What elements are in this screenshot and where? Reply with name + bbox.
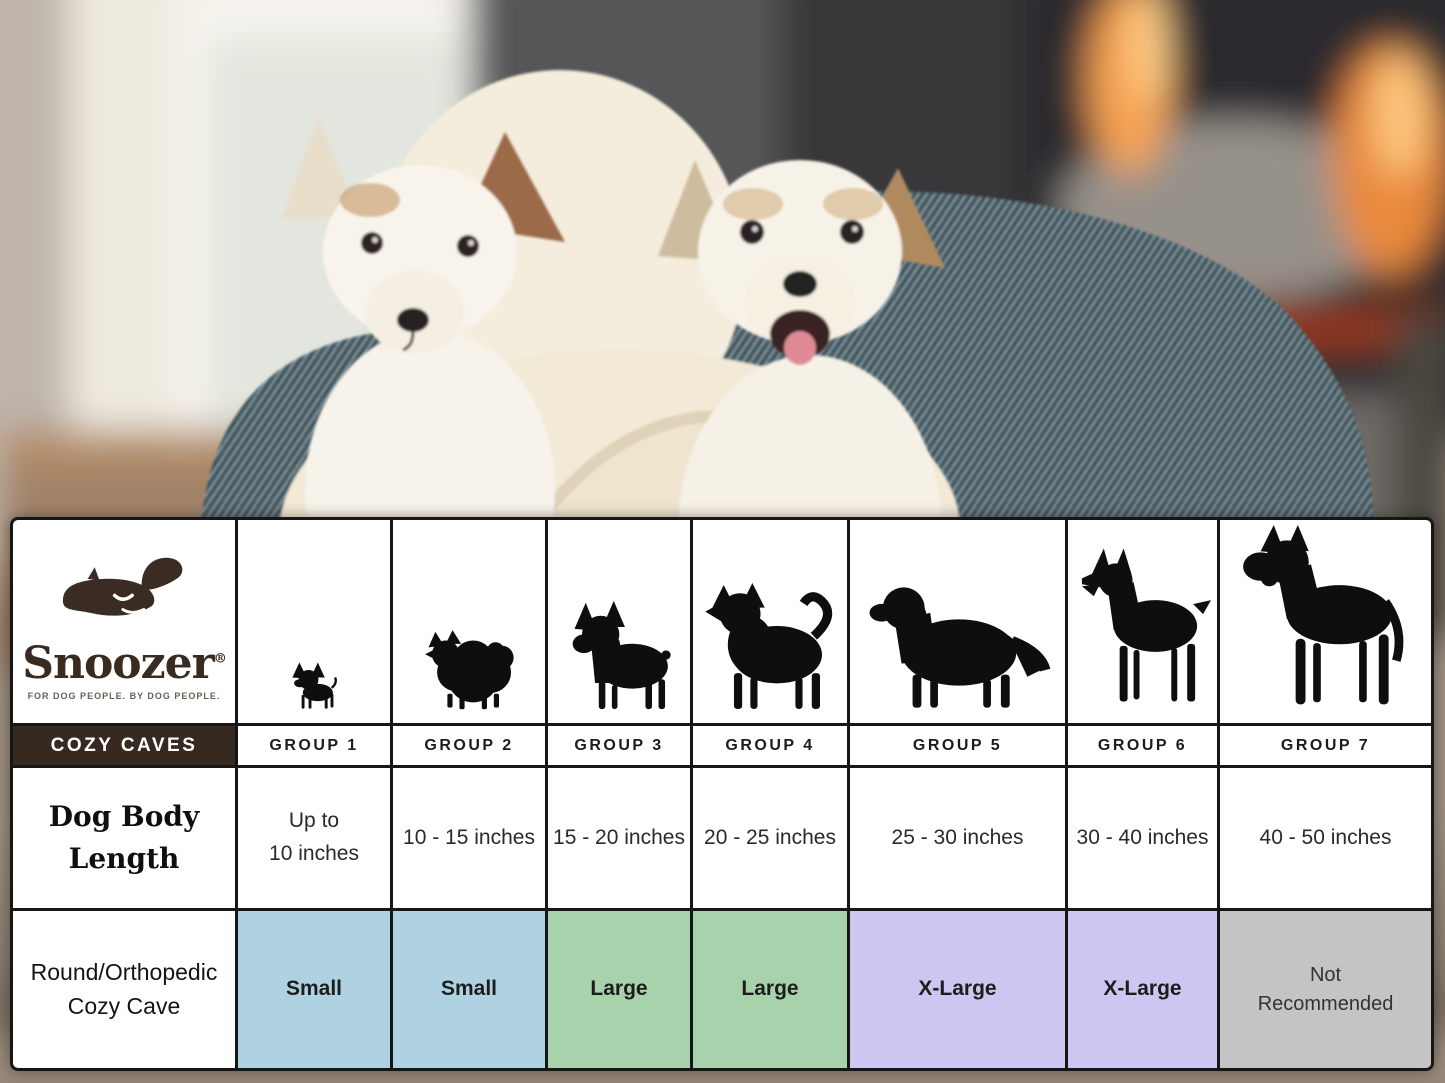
group-7-size: Not Recommended [1217,908,1431,1068]
golden-retriever-silhouette [869,587,1051,708]
pomeranian-silhouette [425,630,514,710]
group-7-body-length: 40 - 50 inches [1217,765,1431,908]
group-2-size: Small [390,908,545,1068]
group-4-dog-cell [690,520,847,723]
registered-trademark: ® [213,651,227,667]
group-6-dog-cell [1065,520,1217,723]
group-7-dog-cell [1217,520,1431,723]
group-6-header: GROUP 6 [1065,723,1217,765]
great-dane-silhouette [1242,525,1404,705]
group-1-size: Small [235,908,390,1068]
group-4-body-length: 20 - 25 inches [690,765,847,908]
shiba-inu-silhouette [705,583,833,709]
brand-logo: Snoozer® FOR DOG PEOPLE. BY DOG PEOPLE. [13,520,235,723]
cozy-cave-sizing-table: Snoozer® FOR DOG PEOPLE. BY DOG PEOPLE. [10,517,1434,1071]
group-5-body-length: 25 - 30 inches [847,765,1065,908]
snoozer-dog-logo-icon [62,557,183,616]
group-1-body-length: Up to 10 inches [235,765,390,908]
group-3-size: Large [545,908,690,1068]
group-3-body-length: 15 - 20 inches [545,765,690,908]
group-2-dog-cell [390,520,545,723]
group-5-size: X-Large [847,908,1065,1068]
group-1-dog-cell [235,520,390,723]
body-length-row-label: Dog Body Length [13,765,235,908]
boston-terrier-silhouette [572,600,671,710]
group-6-size: X-Large [1065,908,1217,1068]
group-2-body-length: 10 - 15 inches [390,765,545,908]
group-3-header: GROUP 3 [545,723,690,765]
group-3-dog-cell [545,520,690,723]
brand-tagline: FOR DOG PEOPLE. BY DOG PEOPLE. [27,691,221,701]
chihuahua-silhouette [292,662,338,709]
group-5-header: GROUP 5 [847,723,1065,765]
group-1-header: GROUP 1 [235,723,390,765]
product-row-label: Round/Orthopedic Cozy Cave [13,908,235,1068]
brand-name: Snoozer® [22,638,227,689]
group-7-header: GROUP 7 [1217,723,1431,765]
product-line-bar: COZY CAVES [13,723,235,765]
group-6-body-length: 30 - 40 inches [1065,765,1217,908]
group-2-header: GROUP 2 [390,723,545,765]
group-4-size: Large [690,908,847,1068]
group-5-dog-cell [847,520,1065,723]
doberman-silhouette [1081,548,1212,702]
group-4-header: GROUP 4 [690,723,847,765]
